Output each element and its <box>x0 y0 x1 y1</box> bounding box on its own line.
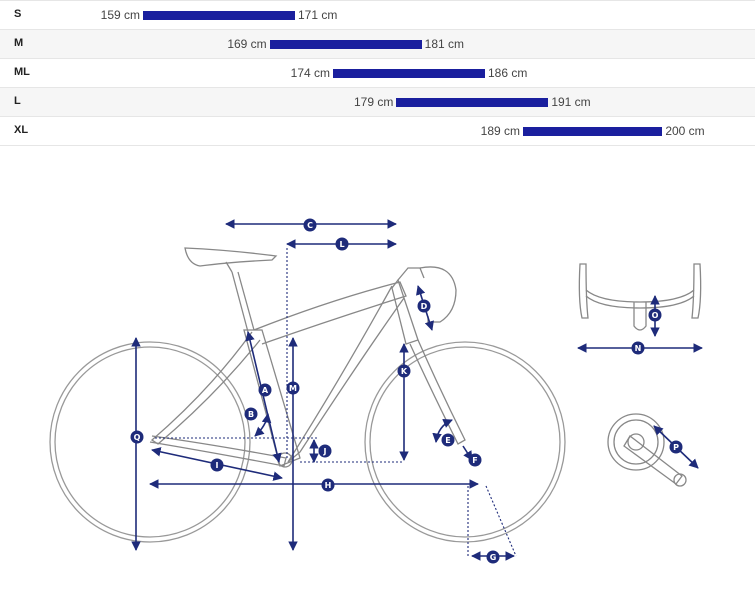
size-name: L <box>14 95 21 107</box>
bike-geometry-diagram: C L D K A M B Q E J F I H G O N P <box>49 218 703 564</box>
size-name: S <box>14 8 22 20</box>
dimension-badge-a: A <box>258 383 272 397</box>
height-range-bar <box>333 69 485 78</box>
max-height-label: 186 cm <box>488 66 528 80</box>
height-range-bar <box>523 127 663 136</box>
dimension-badge-d: D <box>417 299 431 313</box>
svg-text:Q: Q <box>134 433 141 442</box>
svg-text:P: P <box>673 443 679 452</box>
svg-text:L: L <box>339 240 344 249</box>
dimension-badge-g: G <box>486 550 500 564</box>
min-height-label: 169 cm <box>227 37 267 51</box>
svg-text:B: B <box>248 410 254 419</box>
min-height-label: 189 cm <box>480 124 520 138</box>
min-height-label: 179 cm <box>353 95 394 109</box>
size-name: ML <box>14 66 30 78</box>
size-name: M <box>14 37 24 49</box>
height-range-bar <box>396 98 549 107</box>
svg-text:K: K <box>401 367 408 376</box>
svg-text:E: E <box>445 436 450 445</box>
max-height-label: 200 cm <box>665 124 705 138</box>
dimension-badge-n: N <box>631 341 645 355</box>
dimension-badge-e: E <box>441 433 455 447</box>
dimension-badge-q: Q <box>130 430 144 444</box>
dimension-badge-j: J <box>318 444 332 458</box>
dimension-badge-p: P <box>669 440 683 454</box>
max-height-label: 181 cm <box>424 37 465 51</box>
size-row: M 169 cm 181 cm <box>0 29 755 58</box>
dimension-badge-k: K <box>397 364 411 378</box>
min-height-label: 159 cm <box>100 8 140 22</box>
dimension-badge-m: M <box>286 381 300 395</box>
svg-text:D: D <box>421 302 428 311</box>
rider-height-size-table: S 159 cm 171 cm M 169 cm 181 cm ML 174 c… <box>0 0 755 146</box>
size-name: XL <box>14 124 29 136</box>
min-height-label: 174 cm <box>290 66 330 80</box>
max-height-label: 171 cm <box>298 8 338 22</box>
svg-text:M: M <box>289 384 297 393</box>
dimension-badge-b: B <box>244 407 258 421</box>
max-height-label: 191 cm <box>551 95 591 109</box>
size-row: XL 189 cm 200 cm <box>0 116 755 146</box>
svg-text:I: I <box>216 461 219 470</box>
dimension-badge-h: H <box>321 478 335 492</box>
dimension-badge-i: I <box>210 458 224 472</box>
svg-text:N: N <box>635 344 642 353</box>
dimension-badge-l: L <box>335 237 349 251</box>
dimension-badge-c: C <box>303 218 317 232</box>
size-row: S 159 cm 171 cm <box>0 0 755 29</box>
svg-text:G: G <box>490 553 497 562</box>
svg-text:J: J <box>323 447 327 456</box>
height-range-bar <box>143 11 295 20</box>
dimension-badge-o: O <box>648 308 662 322</box>
bicycle-outline-icon <box>49 247 566 543</box>
handlebar-front-view-icon <box>578 263 702 331</box>
svg-text:F: F <box>472 456 477 465</box>
size-row: L 179 cm 191 cm <box>0 87 755 116</box>
svg-text:A: A <box>262 386 269 395</box>
height-range-bar <box>269 40 422 49</box>
svg-text:C: C <box>307 221 313 230</box>
size-row: ML 174 cm 186 cm <box>0 58 755 87</box>
svg-text:O: O <box>652 311 659 320</box>
dimension-badge-f: F <box>468 453 482 467</box>
svg-text:H: H <box>325 481 332 490</box>
